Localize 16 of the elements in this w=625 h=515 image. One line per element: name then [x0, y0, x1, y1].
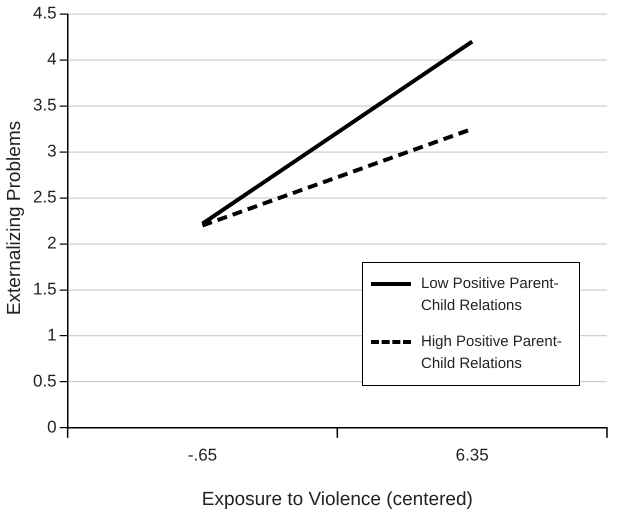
y-tick-label: 3.5: [32, 96, 57, 115]
y-tick-label: 2: [47, 234, 57, 253]
y-tick-label: 3: [47, 142, 57, 161]
y-tick-label: 4: [47, 50, 57, 69]
y-tick-label: 0.5: [32, 372, 57, 391]
legend-label: High Positive Parent-Child Relations: [421, 332, 563, 374]
y-tick-label: 4.5: [32, 4, 57, 23]
y-tick-label: 1: [47, 326, 57, 345]
legend-label: Low Positive Parent-Child Relations: [421, 274, 560, 316]
x-axis-title: Exposure to Violence (centered): [202, 488, 473, 510]
x-tick-label: 6.35: [456, 446, 489, 465]
y-tick-label: 2.5: [32, 188, 57, 207]
y-tick-label: 1.5: [32, 280, 57, 299]
y-tick-label: 0: [47, 417, 57, 436]
x-tick-label: -.65: [188, 446, 218, 465]
y-axis-title: Externalizing Problems: [4, 120, 26, 316]
